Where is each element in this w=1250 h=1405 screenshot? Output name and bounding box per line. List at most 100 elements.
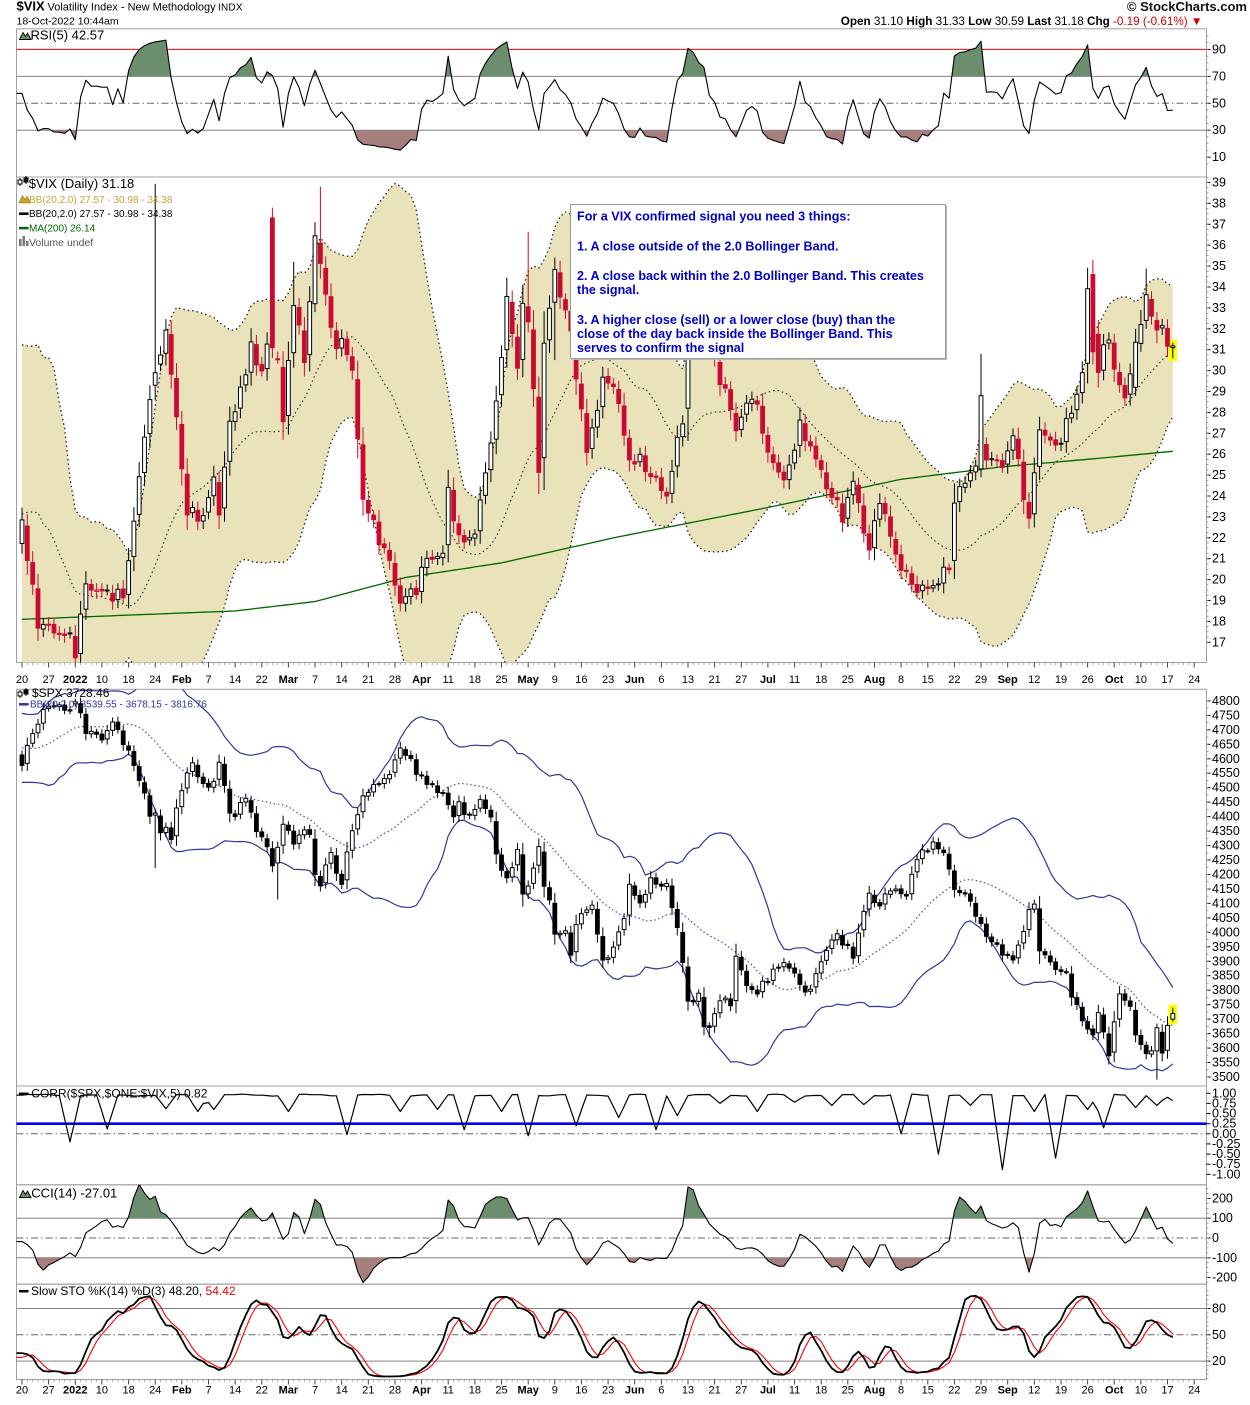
svg-text:BB(20,2.0) 27.57 - 30.98 - 34.: BB(20,2.0) 27.57 - 30.98 - 34.38 (29, 209, 173, 220)
svg-text:50: 50 (1212, 1328, 1226, 1342)
svg-text:14: 14 (336, 1385, 348, 1397)
svg-text:4250: 4250 (1212, 853, 1240, 867)
svg-text:BB(20,2.0) 3539.55 - 3678.15 -: BB(20,2.0) 3539.55 - 3678.15 - 3816.76 (30, 700, 207, 711)
svg-text:4000: 4000 (1212, 925, 1240, 939)
svg-text:Mar: Mar (279, 674, 299, 686)
svg-text:3800: 3800 (1212, 983, 1240, 997)
svg-text:36: 36 (1212, 238, 1226, 252)
svg-text:25: 25 (1212, 468, 1226, 482)
svg-text:INDX: INDX (218, 3, 243, 14)
svg-text:34: 34 (1212, 280, 1226, 294)
svg-text:20: 20 (16, 1385, 28, 1397)
svg-text:4650: 4650 (1212, 737, 1240, 751)
svg-text:0.50: 0.50 (1212, 1107, 1236, 1121)
svg-text:Feb: Feb (172, 674, 192, 686)
svg-text:16: 16 (575, 1385, 587, 1397)
svg-text:3950: 3950 (1212, 940, 1240, 954)
svg-text:9: 9 (552, 674, 558, 686)
svg-text:3650: 3650 (1212, 1027, 1240, 1041)
svg-text:200: 200 (1212, 1192, 1233, 1206)
svg-text:16: 16 (575, 674, 587, 686)
svg-text:3700: 3700 (1212, 1012, 1240, 1026)
svg-text:17: 17 (1161, 674, 1173, 686)
svg-text:7: 7 (312, 1385, 318, 1397)
svg-text:22: 22 (256, 1385, 268, 1397)
svg-text:38: 38 (1212, 196, 1226, 210)
svg-text:Sep: Sep (998, 674, 1018, 686)
svg-text:CCI(14) -27.01: CCI(14) -27.01 (31, 1186, 117, 1201)
svg-text:7: 7 (312, 674, 318, 686)
svg-text:For a VIX confirmed signal you: For a VIX confirmed signal you need 3 th… (577, 210, 851, 224)
svg-text:19: 19 (1212, 594, 1226, 608)
svg-text:70: 70 (1212, 69, 1226, 83)
svg-text:4800: 4800 (1212, 694, 1240, 708)
svg-text:18: 18 (122, 674, 134, 686)
svg-text:11: 11 (442, 674, 453, 686)
svg-text:-0.75: -0.75 (1212, 1157, 1241, 1171)
svg-text:4350: 4350 (1212, 824, 1240, 838)
svg-text:18: 18 (469, 674, 481, 686)
svg-text:4050: 4050 (1212, 911, 1240, 925)
svg-text:24: 24 (149, 1385, 161, 1397)
svg-text:24: 24 (149, 674, 161, 686)
svg-text:4200: 4200 (1212, 868, 1240, 882)
svg-text:13: 13 (682, 1385, 694, 1397)
svg-text:90: 90 (1212, 42, 1226, 56)
svg-text:Aug: Aug (864, 674, 885, 686)
svg-text:Jul: Jul (760, 674, 776, 686)
svg-text:0: 0 (1212, 1231, 1219, 1245)
svg-text:100: 100 (1212, 1211, 1233, 1225)
svg-text:22: 22 (1212, 531, 1226, 545)
svg-text:12: 12 (1028, 674, 1040, 686)
svg-text:10: 10 (1135, 1385, 1147, 1397)
svg-text:29: 29 (1212, 385, 1226, 399)
svg-text:3500: 3500 (1212, 1070, 1240, 1084)
svg-text:0.25: 0.25 (1212, 1117, 1236, 1131)
svg-text:27: 27 (735, 1385, 747, 1397)
svg-text:14: 14 (229, 1385, 241, 1397)
svg-text:15: 15 (922, 1385, 934, 1397)
svg-text:3. A higher close (sell) or a: 3. A higher close (sell) or a lower clos… (577, 313, 895, 327)
svg-text:10: 10 (96, 674, 108, 686)
svg-text:20: 20 (1212, 1354, 1226, 1368)
svg-text:$SPX 3728.46: $SPX 3728.46 (32, 686, 110, 700)
svg-text:Aug: Aug (864, 1385, 885, 1397)
svg-text:17: 17 (1212, 635, 1226, 649)
svg-text:3900: 3900 (1212, 954, 1240, 968)
svg-text:19: 19 (1055, 674, 1067, 686)
svg-text:4400: 4400 (1212, 810, 1240, 824)
svg-text:-200: -200 (1212, 1271, 1237, 1285)
svg-text:4300: 4300 (1212, 839, 1240, 853)
svg-text:21: 21 (708, 674, 720, 686)
svg-text:CORR($SPX,$ONE:$VIX,5) 0.82: CORR($SPX,$ONE:$VIX,5) 0.82 (31, 1086, 207, 1100)
svg-text:3750: 3750 (1212, 998, 1240, 1012)
svg-text:18: 18 (122, 1385, 134, 1397)
svg-text:8: 8 (898, 1385, 904, 1397)
svg-text:11: 11 (442, 1385, 453, 1397)
svg-text:Oct: Oct (1105, 674, 1124, 686)
svg-text:22: 22 (948, 674, 960, 686)
svg-text:23: 23 (602, 674, 614, 686)
svg-text:29: 29 (975, 674, 987, 686)
svg-text:MA(200) 26.14: MA(200) 26.14 (29, 224, 96, 235)
svg-text:© StockCharts.com: © StockCharts.com (1127, 0, 1247, 14)
svg-text:3550: 3550 (1212, 1056, 1240, 1070)
svg-text:14: 14 (336, 674, 348, 686)
svg-text:Apr: Apr (412, 674, 432, 686)
svg-text:18: 18 (815, 674, 827, 686)
svg-text:Open 31.10 High 31.33 Low 30.5: Open 31.10 High 31.33 Low 30.59 Last 31.… (841, 15, 1203, 28)
svg-text:Slow STO %K(14) %D(3) 48.20, 5: Slow STO %K(14) %D(3) 48.20, 54.42 (31, 1284, 236, 1298)
svg-text:80: 80 (1212, 1302, 1226, 1316)
svg-text:27: 27 (1212, 426, 1226, 440)
svg-text:Feb: Feb (172, 1385, 192, 1397)
svg-text:serves to confirm the signal: serves to confirm the signal (577, 341, 744, 355)
svg-text:31: 31 (1212, 343, 1226, 357)
svg-text:39: 39 (1212, 176, 1226, 190)
svg-text:21: 21 (708, 1385, 720, 1397)
svg-text:Oct: Oct (1105, 1385, 1124, 1397)
svg-text:Jul: Jul (760, 1385, 776, 1397)
svg-text:18: 18 (1212, 614, 1226, 628)
svg-text:30: 30 (1212, 364, 1226, 378)
svg-text:29: 29 (975, 1385, 987, 1397)
svg-text:23: 23 (602, 1385, 614, 1397)
